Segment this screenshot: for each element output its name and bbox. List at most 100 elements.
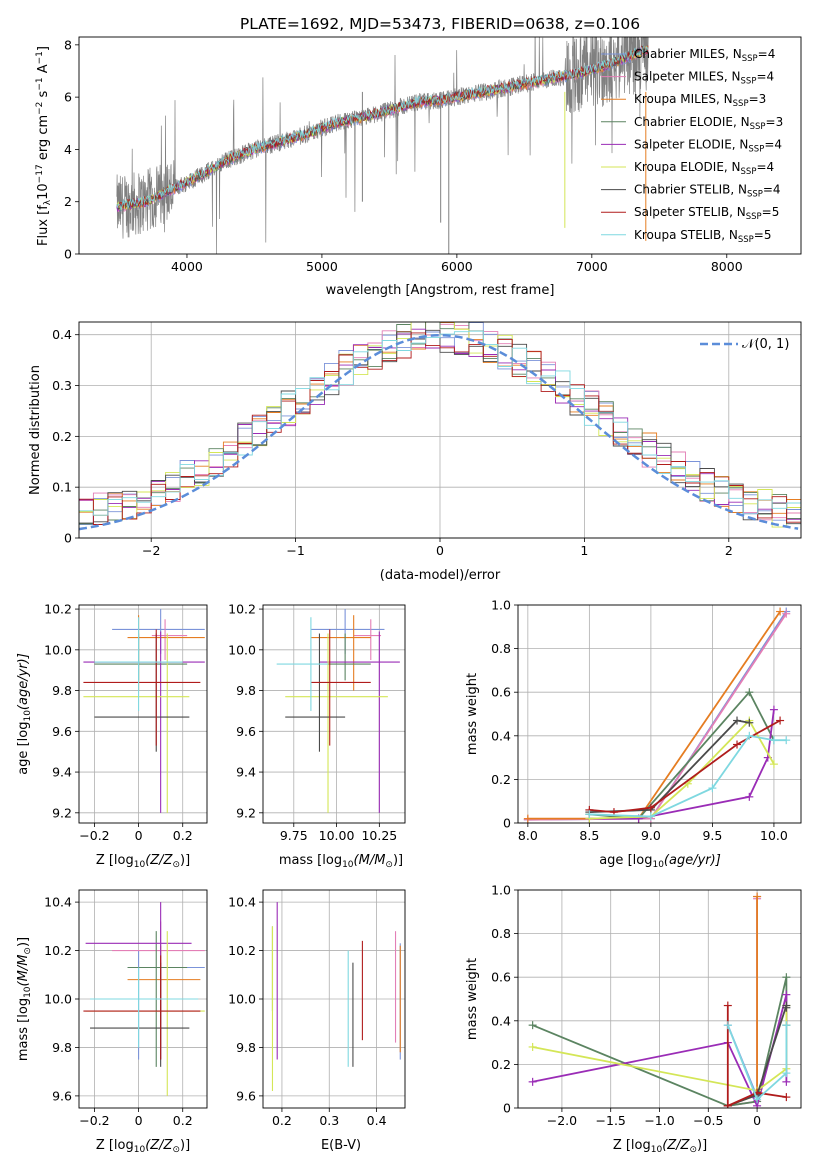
y-tick-label: 9.8 bbox=[236, 683, 256, 698]
x-tick-label: 8.0 bbox=[518, 828, 538, 843]
y-tick-label: 1.0 bbox=[491, 598, 511, 613]
axis-label: mass [log10(M/M⊙)] bbox=[279, 853, 403, 870]
panel-mass-vs-Z: −0.2 0 0.2 9.6 9.8 10.0 10.2 10.4 Z [log10(Z/Z⊙)… bbox=[16, 889, 208, 1155]
weight-line bbox=[726, 896, 758, 1098]
legend-entry: Chabrier STELIB, NSSP=4 bbox=[634, 183, 781, 200]
plot-area bbox=[83, 902, 205, 1096]
plot-area bbox=[116, 37, 649, 254]
x-tick-label: 0 bbox=[135, 1113, 143, 1128]
plot-area bbox=[83, 609, 205, 813]
legend-entry: Salpeter ELODIE, NSSP=4 bbox=[634, 137, 782, 154]
y-tick-label: 9.2 bbox=[236, 805, 256, 820]
x-tick-label: −2 bbox=[142, 543, 160, 558]
x-tick-label: 0.2 bbox=[272, 1113, 292, 1128]
y-tick-label: 10.0 bbox=[44, 642, 72, 657]
x-tick-label: 6000 bbox=[441, 259, 473, 274]
x-tick-label: 8000 bbox=[711, 259, 743, 274]
y-tick-label: 9.4 bbox=[236, 765, 256, 780]
panel-mass-vs-EBV: 0.2 0.3 0.4 9.6 9.8 10.0 10.2 10.4 E(B-V) bbox=[228, 889, 406, 1153]
model-spectrum bbox=[116, 45, 649, 211]
axis-label: Flux [fλ10−17 erg cm−2 s−1 A−1] bbox=[35, 46, 53, 246]
legend-entry: Kroupa MILES, NSSP=3 bbox=[634, 92, 766, 109]
plot-area bbox=[523, 607, 791, 823]
x-tick-label: 10.0 bbox=[760, 828, 788, 843]
x-tick-label: 10.25 bbox=[361, 828, 397, 843]
normal-curve bbox=[79, 333, 799, 531]
y-tick-label: 0.6 bbox=[491, 685, 511, 700]
x-tick-label: 4000 bbox=[171, 259, 203, 274]
x-tick-label: 0.2 bbox=[173, 828, 193, 843]
figure-title: PLATE=1692, MJD=53473, FIBERID=0638, z=0… bbox=[240, 15, 640, 33]
axis-label: age [log10(age/yr)] bbox=[599, 853, 721, 870]
y-tick-label: 0.8 bbox=[491, 926, 511, 941]
x-tick-label: 0 bbox=[135, 828, 143, 843]
y-tick-label: 0 bbox=[64, 531, 72, 546]
y-tick-label: 9.6 bbox=[236, 1088, 256, 1103]
y-tick-label: 10.2 bbox=[228, 943, 256, 958]
x-tick-label: 8.5 bbox=[579, 828, 599, 843]
x-tick-label: 7000 bbox=[576, 259, 608, 274]
legend: Chabrier MILES, NSSP=4 Salpeter MILES, NS… bbox=[601, 47, 783, 245]
x-tick-label: 2 bbox=[725, 543, 733, 558]
axis-label: Z [log10(Z/Z⊙)] bbox=[613, 1138, 707, 1155]
x-tick-label: 10.00 bbox=[319, 828, 355, 843]
model-spectrum bbox=[116, 44, 649, 209]
y-tick-label: 4 bbox=[64, 142, 72, 157]
legend-entry: Chabrier ELODIE, NSSP=3 bbox=[634, 115, 783, 132]
y-tick-label: 9.6 bbox=[52, 1088, 72, 1103]
weight-line bbox=[726, 1005, 787, 1108]
panel-residuals: −2 −1 0 1 2 0 0.1 0.2 0.3 0.4 𝒩(0, 1) (data-model)/… bbox=[28, 321, 802, 583]
y-tick-label: 0.3 bbox=[52, 378, 72, 393]
axis-label: Z [log10(Z/Z⊙)] bbox=[96, 853, 190, 870]
axis-label: Z [log10(Z/Z⊙)] bbox=[96, 1138, 190, 1155]
y-axis-label: Normed distribution bbox=[28, 365, 43, 495]
y-tick-label: 8 bbox=[64, 37, 72, 52]
y-tick-label: 0.2 bbox=[52, 429, 72, 444]
panel-age-vs-Z: −0.2 0 0.2 9.2 9.4 9.6 9.8 10.0 10.2 Z [log10(Z/Z… bbox=[16, 602, 208, 870]
x-tick-label: 0.3 bbox=[319, 1113, 339, 1128]
axes-frame bbox=[78, 604, 208, 824]
x-axis-label: (data-model)/error bbox=[380, 568, 501, 583]
x-tick-label: −1.0 bbox=[644, 1113, 674, 1128]
weight-line bbox=[527, 611, 787, 821]
y-tick-label: 0 bbox=[64, 247, 72, 262]
y-axis-label: mass weight bbox=[465, 958, 480, 1040]
y-tick-label: 0.1 bbox=[52, 480, 72, 495]
y-tick-label: 0 bbox=[503, 1101, 511, 1116]
x-axis-label: E(B-V) bbox=[321, 1138, 361, 1153]
axes-frame bbox=[262, 604, 406, 824]
y-tick-label: 2 bbox=[64, 194, 72, 209]
plot-area bbox=[528, 892, 791, 1108]
x-tick-label: −1.5 bbox=[596, 1113, 626, 1128]
y-tick-label: 9.8 bbox=[236, 1040, 256, 1055]
panel-spectrum: 4000 5000 6000 7000 8000 0 2 4 6 8 wavelength [Ang… bbox=[35, 36, 802, 298]
x-tick-label: 0 bbox=[753, 1113, 761, 1128]
legend-entry: Kroupa ELODIE, NSSP=4 bbox=[634, 160, 774, 177]
y-tick-label: 9.2 bbox=[52, 805, 72, 820]
plot-area bbox=[271, 902, 401, 1092]
weight-line bbox=[527, 613, 787, 821]
x-tick-label: −0.2 bbox=[79, 1113, 109, 1128]
x-tick-label: 9.5 bbox=[702, 828, 722, 843]
y-tick-label: 9.8 bbox=[52, 683, 72, 698]
x-tick-label: −2.0 bbox=[547, 1113, 577, 1128]
y-tick-label: 10.2 bbox=[44, 943, 72, 958]
x-tick-label: 1 bbox=[580, 543, 588, 558]
legend-entry: Salpeter MILES, NSSP=4 bbox=[634, 70, 774, 87]
x-tick-label: 0.4 bbox=[367, 1113, 387, 1128]
x-tick-label: 0.2 bbox=[173, 1113, 193, 1128]
y-tick-label: 9.6 bbox=[52, 724, 72, 739]
weight-line bbox=[726, 1024, 788, 1101]
y-axis-label: mass weight bbox=[465, 673, 480, 755]
weight-line bbox=[527, 610, 781, 820]
y-tick-label: 10.2 bbox=[228, 602, 256, 617]
y-tick-label: 0.2 bbox=[491, 1057, 511, 1072]
x-axis-label: wavelength [Angstrom, rest frame] bbox=[326, 283, 555, 298]
y-tick-label: 0.6 bbox=[491, 970, 511, 985]
x-tick-label: 0 bbox=[436, 543, 444, 558]
y-tick-label: 10.0 bbox=[228, 642, 256, 657]
panel-weights-vs-Z: −2.0 −1.5 −1.0 −0.5 0 0 0.2 0.4 0.6 0.8 1.0 mass we… bbox=[465, 883, 802, 1155]
y-tick-label: 10.4 bbox=[228, 895, 256, 910]
y-tick-label: 0.2 bbox=[491, 772, 511, 787]
